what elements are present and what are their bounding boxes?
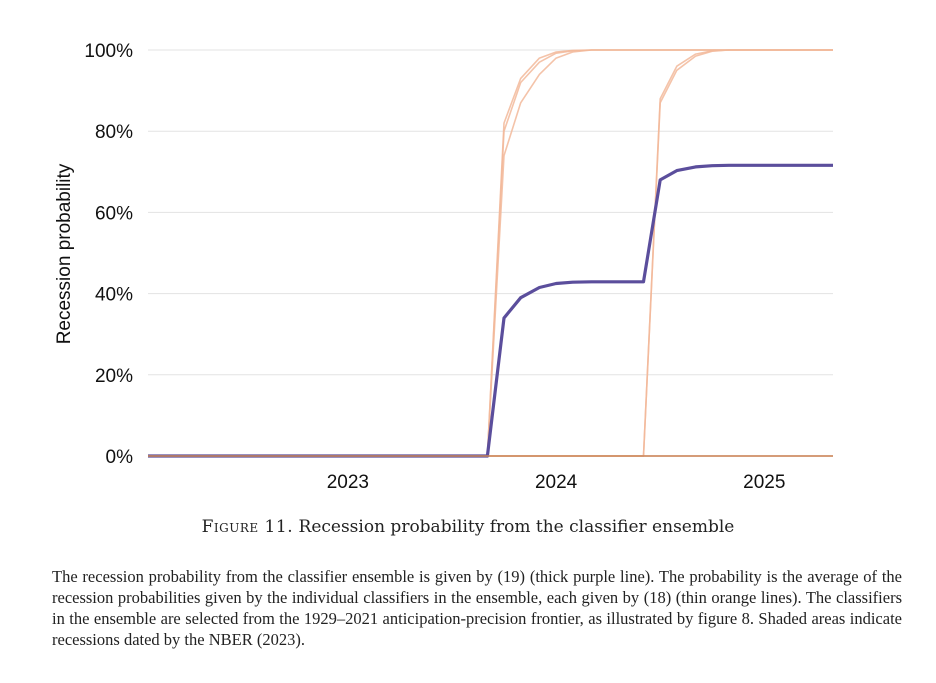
- x-tick-label: 2023: [327, 472, 369, 493]
- figure-title: Recession probability from the classifie…: [298, 517, 735, 537]
- y-tick-labels: 0% 20% 40% 60% 80% 100%: [84, 41, 133, 468]
- figure-caption-title: Figure 11. Recession probability from th…: [0, 517, 936, 537]
- y-tick-label: 20%: [95, 366, 133, 387]
- gridlines: [148, 49, 833, 376]
- y-tick-label: 0%: [106, 447, 134, 468]
- classifier-lines: [148, 49, 833, 457]
- x-tick-label: 2025: [743, 472, 785, 493]
- figure-label: Figure 11.: [201, 517, 294, 537]
- classifier-line: [148, 49, 833, 457]
- chart: 0% 20% 40% 60% 80% 100% 2023 2024 2025 Recessio…: [54, 41, 833, 493]
- y-tick-label: 60%: [95, 203, 133, 224]
- y-tick-label: 40%: [95, 285, 133, 306]
- y-axis-title: Recession probability: [54, 163, 75, 344]
- ensemble-line: [148, 163, 833, 458]
- y-tick-label: 80%: [95, 122, 133, 143]
- y-tick-label: 100%: [84, 41, 133, 62]
- figure-caption-text: The recession probability from the class…: [52, 567, 902, 649]
- ensemble-line-layer: [148, 163, 833, 458]
- classifier-line: [148, 49, 833, 457]
- x-tick-label: 2024: [535, 472, 578, 493]
- x-tick-labels: 2023 2024 2025: [327, 472, 786, 493]
